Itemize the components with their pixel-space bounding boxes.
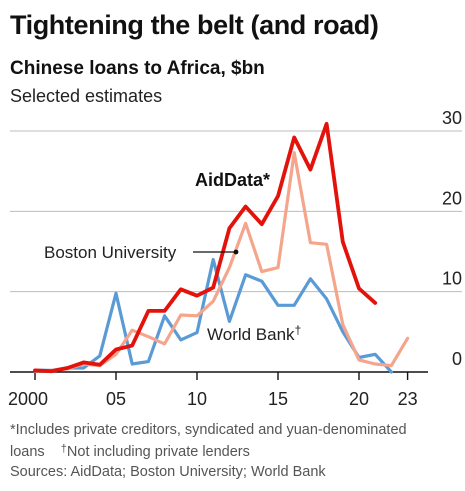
y-tick-label-0: 0 [452,349,462,369]
footnote-line-1: *Includes private creditors, syndicated … [10,422,407,438]
footnote-dagger: † [60,443,67,455]
x-tick-label-2000: 2000 [8,389,48,409]
chart-subtitle: Chinese loans to Africa, $bn [10,58,265,79]
footnote: *Includes private creditors, syndicated … [10,421,460,462]
x-tick-label-2023: 23 [398,389,418,409]
series-line-aiddata [33,121,378,374]
footnote-loans: loans [10,444,45,460]
series-line-worldbank [33,257,393,374]
series-label-worldbank: World Bank† [207,323,301,344]
series-label-aiddata: AidData* [195,170,270,190]
x-tick-label-2005: 05 [106,389,126,409]
y-tick-label-30: 30 [442,108,462,128]
x-tick-label-2015: 15 [268,389,288,409]
chart-note: Selected estimates [10,86,163,106]
sources: Sources: AidData; Boston University; Wor… [10,464,326,480]
x-tick-label-2020: 20 [349,389,369,409]
footnote-line-2: loans †Not including private lenders [10,440,460,462]
y-tick-label-20: 20 [442,188,462,208]
chart-title: Tightening the belt (and road) [10,10,379,40]
line-chart: 0 10 20 30 2000 05 10 15 20 23 AidData* Boston Univ… [8,108,462,409]
worldbank-dagger: † [295,323,302,337]
x-tick-label-2010: 10 [187,389,207,409]
y-tick-label-10: 10 [442,269,462,289]
series-label-boston: Boston University [44,243,177,262]
footnote-private-lenders: Not including private lenders [66,444,250,460]
boston-label-dot [233,249,239,255]
